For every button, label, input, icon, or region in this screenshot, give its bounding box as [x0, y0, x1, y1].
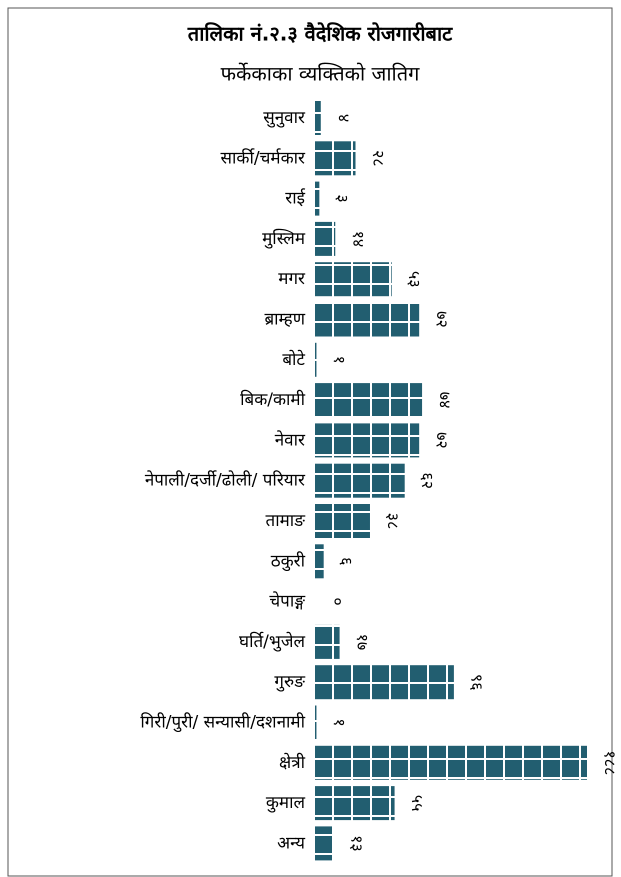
bar: [315, 423, 420, 458]
bar: [315, 221, 336, 256]
category-label: गुरुङ: [274, 672, 306, 692]
value-label: ७४: [436, 392, 455, 409]
value-label: ६: [337, 557, 356, 565]
category-label: तामाङ: [266, 511, 307, 531]
value-label: १: [330, 356, 349, 364]
category-label: सार्की/चर्मकार: [221, 147, 307, 168]
category-label: नेवार: [275, 429, 306, 450]
value-label: १३: [347, 835, 366, 852]
category-label: बिक/कामी: [240, 389, 306, 410]
value-label: ०: [329, 597, 348, 605]
bar: [315, 181, 320, 216]
bar: [315, 665, 454, 700]
bar: [315, 786, 395, 821]
frame: [7, 7, 613, 877]
category-label: मगर: [278, 269, 306, 289]
value-label: ९६: [467, 674, 486, 691]
category-label: गिरी/पुरी/ सन्यासी/दशनामी: [140, 712, 305, 733]
value-label: १: [330, 718, 349, 726]
bar: [315, 141, 356, 176]
bar: [315, 826, 334, 861]
value-label: ५३: [405, 271, 424, 288]
category-label: मुस्लिम: [262, 228, 306, 249]
value-label: १४: [349, 231, 368, 248]
category-label: चेपाङ्ग: [269, 591, 306, 612]
category-label: ठकुरी: [271, 550, 306, 571]
value-label: १८८: [601, 750, 620, 775]
bar: [315, 705, 317, 740]
value-label: १७: [353, 634, 372, 651]
bar: [315, 383, 423, 418]
value-label: ५५: [408, 795, 427, 812]
bar: [315, 745, 587, 780]
bar: [315, 463, 405, 498]
bar: [315, 101, 321, 135]
category-label: ब्राम्हण: [264, 310, 305, 330]
category-label: क्षेत्री: [279, 752, 306, 773]
value-label: ६२: [418, 472, 437, 489]
category-label: राई: [285, 188, 306, 209]
category-label: बोटे: [282, 349, 305, 370]
category-label: अन्य: [277, 833, 306, 853]
bar: [315, 544, 324, 579]
bar: [315, 342, 317, 377]
category-label: घर्ति/भुजेल: [239, 631, 305, 652]
category-label: कुमाल: [266, 793, 306, 813]
category-label: सुनुवार: [263, 108, 306, 128]
category-label: नेपाली/दर्जी/ढोली/ परियार: [145, 470, 306, 491]
chart-title: तालिका नं.२.३ वैदेशिक रोजगारीबाट: [187, 22, 453, 46]
value-label: ३: [333, 194, 352, 202]
bar: [315, 262, 392, 297]
value-label: ३८: [383, 513, 402, 530]
value-label: २८: [369, 150, 388, 167]
value-label: ७२: [433, 432, 452, 449]
bar: [315, 504, 370, 538]
value-label: ७२: [433, 311, 452, 328]
bar: [315, 302, 420, 337]
bar: [315, 624, 340, 659]
value-label: ४: [334, 114, 353, 122]
chart-subtitle: फर्केकाका व्यक्तिको जातिग: [221, 62, 420, 86]
